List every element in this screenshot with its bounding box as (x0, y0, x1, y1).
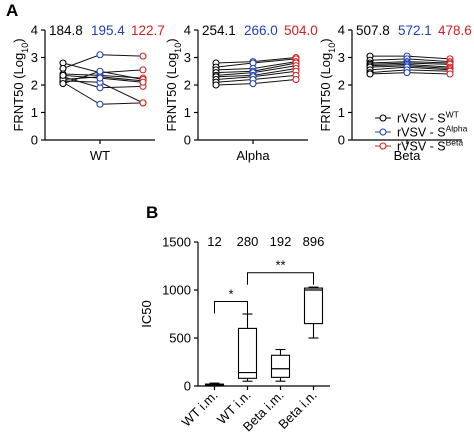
data-point (96, 74, 104, 82)
data-point (366, 70, 374, 78)
legend-label: rVSV - S (397, 140, 446, 154)
y-tick-label: 0 (338, 133, 345, 148)
bracket-line (214, 301, 248, 314)
series-header-value: 195.4 (91, 23, 125, 38)
series-header-value: 478.6 (438, 23, 472, 38)
data-point (139, 66, 147, 74)
significance-label: ** (275, 258, 285, 273)
x-category-label: Beta (394, 148, 422, 163)
y-axis-label: FRNT50 (Log10) (164, 38, 183, 131)
data-point (446, 70, 454, 78)
median-value-label: 896 (303, 234, 325, 249)
y-tick-label: 1500 (162, 235, 191, 250)
series-header-value: 184.8 (49, 23, 83, 38)
y-axis-label-end: ) (164, 38, 179, 42)
y-axis-label-sub: 10 (20, 43, 30, 53)
series-header-value: 266.0 (244, 23, 278, 38)
data-point (292, 75, 300, 84)
box-iqr (270, 354, 291, 378)
data-point (249, 80, 257, 88)
x-category-label: WT (90, 148, 110, 163)
bracket-line (247, 272, 314, 285)
x-category-label: WT i.m. (179, 388, 221, 430)
y-tick-label: 1 (338, 105, 345, 120)
data-point (59, 80, 67, 88)
y-tick-label: 2 (31, 78, 38, 93)
panel-a-letter: A (6, 1, 18, 20)
median-value-label: 12 (207, 234, 221, 249)
significance-bracket: * (214, 287, 248, 314)
panel-b-letter: B (146, 203, 158, 222)
y-tick-label: 0 (184, 133, 191, 148)
subplot-wt: 0 1 2 3 4 WT FRNT50 (Log10) 184.8 195.4 122.7 (11, 23, 165, 164)
y-tick-label: 0 (184, 379, 191, 394)
data-point (139, 78, 147, 86)
subplot-beta: 0 1 2 3 4 Beta FRNT50 (Log10) 507.8 572.1 478.6 rV… (318, 23, 472, 164)
median-value-label: 192 (270, 234, 292, 249)
y-tick-label: 1000 (162, 283, 191, 298)
y-tick-label: 4 (31, 23, 38, 38)
box-iqr (303, 287, 324, 325)
series-header-value: 122.7 (131, 23, 165, 38)
median-value-label: 280 (237, 234, 259, 249)
y-tick-label: 3 (31, 50, 38, 65)
legend-entry: rVSV - SAlpha (397, 124, 468, 140)
y-axis-label-sub: 10 (327, 43, 337, 53)
data-point (96, 67, 104, 75)
legend-entry: rVSV - SBeta (397, 138, 463, 154)
y-axis-label-main: FRNT50 (Log (11, 53, 26, 132)
x-category-label: Alpha (236, 148, 270, 163)
legend-sup: WT (446, 110, 459, 120)
box-iqr (237, 327, 258, 379)
subject-line (62, 80, 144, 104)
series-header-value: 504.0 (284, 23, 318, 38)
y-tick-label: 3 (338, 50, 345, 65)
legend-entry: rVSV - SWT (397, 110, 459, 126)
series-header-value: 507.8 (356, 23, 390, 38)
series-header-value: 254.1 (202, 23, 236, 38)
legend-marker (379, 114, 387, 122)
y-tick-label: 3 (184, 50, 191, 65)
y-axis-label-end: ) (318, 38, 333, 42)
y-tick-label: 2 (338, 78, 345, 93)
data-point (139, 99, 147, 107)
y-axis-label-main: FRNT50 (Log (318, 53, 333, 132)
subplot-alpha: 0 1 2 3 4 Alpha FRNT50 (Log10) 254.1 266.0 504.0 (164, 23, 318, 164)
y-tick-label: 1 (184, 105, 191, 120)
data-point (139, 52, 147, 60)
legend-marker (379, 128, 387, 136)
y-axis-label: FRNT50 (Log10) (11, 38, 30, 131)
legend-sup: Beta (446, 138, 464, 148)
data-point (96, 51, 104, 59)
y-tick-label: 1 (31, 105, 38, 120)
y-axis-label-end: ) (11, 38, 26, 42)
data-point (96, 100, 104, 108)
legend-marker (379, 142, 387, 150)
data-point (59, 71, 67, 79)
legend-label: rVSV - S (397, 112, 446, 126)
data-point (212, 81, 220, 89)
series-header-value: 572.1 (398, 23, 432, 38)
subject-line (62, 81, 144, 105)
y-axis-label: IC50 (139, 300, 154, 327)
legend-sup: Alpha (446, 124, 468, 134)
y-tick-label: 2 (184, 78, 191, 93)
y-tick-label: 0 (31, 133, 38, 148)
y-axis-label: FRNT50 (Log10) (318, 38, 337, 131)
y-axis-label-main: FRNT50 (Log (164, 53, 179, 132)
y-axis-label-sub: 10 (173, 43, 183, 53)
data-point (403, 69, 411, 77)
y-tick-label: 4 (184, 23, 191, 38)
legend-label: rVSV - S (397, 126, 446, 140)
y-tick-label: 500 (169, 331, 191, 346)
significance-label: * (228, 287, 233, 302)
y-tick-label: 4 (338, 23, 345, 38)
significance-bracket: ** (247, 258, 314, 285)
box-wt-i-n-: WT i.n.280 (214, 234, 258, 427)
